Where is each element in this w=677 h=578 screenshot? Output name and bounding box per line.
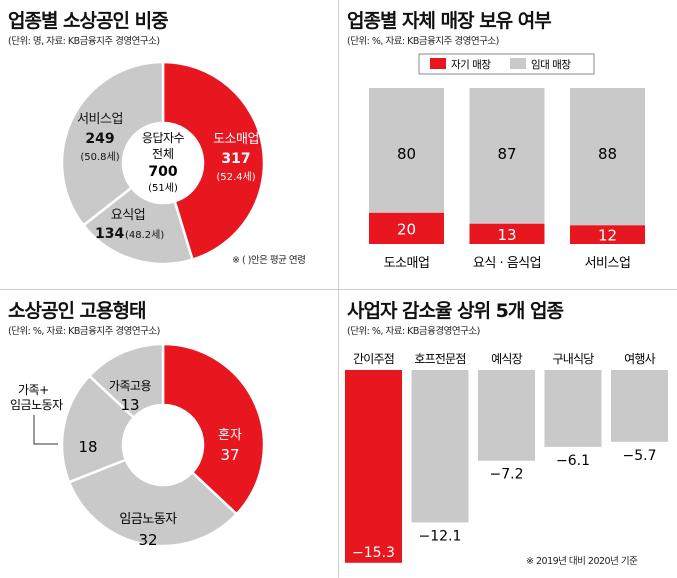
slice-value-2: 134 xyxy=(95,226,124,242)
slice-label-4: 가족고용 xyxy=(109,379,152,393)
category-label-3: 예식장 xyxy=(491,352,522,366)
center-label-respondents: 응답자수 xyxy=(142,131,185,145)
panel-title-industry-share: 업종별 소상공인 비중 xyxy=(8,10,169,32)
panel-source-business-decline: (단위: %, 자료: KB금융경영연구소) xyxy=(347,326,480,337)
bar-own-value-2: 13 xyxy=(497,226,516,244)
panel-source-store-ownership: (단위: %, 자료: KB금융지주 경영연구소) xyxy=(347,36,499,47)
horizontal-divider xyxy=(0,289,677,290)
bar-rent-value-2: 87 xyxy=(497,145,516,163)
bar-own-value-3: 12 xyxy=(598,227,617,245)
bar-chart-business-decline: 간이주점 −15.3 호프전문점 −12.1 예식장 −7.2 구내식당 −6.1 여행사 −5.… xyxy=(345,351,668,563)
legend-box xyxy=(418,53,595,75)
bar-own-2 xyxy=(469,223,545,244)
slice-value-2: 32 xyxy=(138,531,157,549)
legend-label-rent: 임대 매장 xyxy=(531,58,571,71)
slice-label-2: 요식업 xyxy=(111,208,145,223)
legend-label-own: 자기 매장 xyxy=(451,59,491,71)
note-base-year: ※ 2019년 대비 2020년 기준 xyxy=(526,556,638,567)
slice-label-1: 혼자 xyxy=(218,428,242,443)
slice-label-3: 서비스업 xyxy=(77,112,123,127)
value-label-1: −15.3 xyxy=(352,545,395,561)
category-label-5: 여행사 xyxy=(624,351,655,366)
donut-chart-industry-share: 도소매업 317 (52.4세) 요식업 134 (48.2세) 서비스업 249 (50.8세… xyxy=(60,60,266,266)
slice-value-3: 18 xyxy=(78,438,97,456)
panel-title-employment-type: 소상공인 고용형태 xyxy=(8,300,146,322)
bar-2 xyxy=(411,370,469,523)
panel-title-store-ownership: 업종별 자체 매장 보유 여부 xyxy=(347,10,552,32)
slice-wage-workers xyxy=(67,458,239,548)
bar-rent-1 xyxy=(369,88,444,213)
slice-value-1: 317 xyxy=(221,151,250,167)
bar-rent-3 xyxy=(570,88,645,226)
slice-value-1: 37 xyxy=(220,446,239,464)
panel-source-employment-type: (단위: %, 자료: KB금융지주 경영연구소) xyxy=(8,326,160,337)
legend-swatch-rent xyxy=(510,58,526,69)
panel-source-industry-share: (단위: 명, 자료: KB금융지주 경영연구소) xyxy=(8,36,160,47)
category-label-2: 요식 · 음식업 xyxy=(473,256,541,271)
slice-age-2: (48.2세) xyxy=(125,229,164,241)
value-label-2: −12.1 xyxy=(419,528,462,544)
bar-rent-value-3: 88 xyxy=(598,145,617,163)
bar-rent-2 xyxy=(469,88,545,224)
panel-title-business-decline: 사업자 감소율 상위 5개 업종 xyxy=(347,300,564,322)
slice-age-3: (50.8세) xyxy=(80,151,119,163)
value-label-3: −7.2 xyxy=(490,467,524,483)
slice-value-4: 13 xyxy=(120,396,139,414)
bar-own-value-1: 20 xyxy=(397,220,416,238)
slice-alone xyxy=(161,342,266,516)
bar-4 xyxy=(544,370,602,447)
slice-service xyxy=(60,60,165,228)
bar-own-1 xyxy=(369,212,444,244)
category-label-4: 구내식당 xyxy=(553,352,595,366)
category-label-3: 서비스업 xyxy=(585,256,631,271)
center-label-total: 전체 xyxy=(152,147,174,161)
center-value-total: 700 xyxy=(148,164,177,180)
slice-wholesale-retail xyxy=(161,60,266,262)
legend: 자기 매장 임대 매장 xyxy=(418,53,595,75)
legend-swatch-own xyxy=(430,58,446,69)
leader-line xyxy=(33,415,58,445)
slice-label-2: 임금노동자 xyxy=(119,512,177,527)
bar-1 xyxy=(345,370,402,563)
value-label-4: −6.1 xyxy=(556,453,590,469)
slice-age-1: (52.4세) xyxy=(216,171,255,183)
slice-family-employment xyxy=(87,342,165,420)
slice-value-3: 249 xyxy=(85,131,114,147)
slice-label-3-line1: 가족+ xyxy=(18,383,49,397)
bar-5 xyxy=(611,370,668,442)
slice-label-1: 도소매업 xyxy=(213,132,259,147)
value-label-5: −5.7 xyxy=(623,448,657,464)
center-age-total: (51세) xyxy=(148,182,178,194)
note-average-age: ※ ( )안은 평균 연령 xyxy=(232,255,306,266)
bar-own-3 xyxy=(570,225,645,244)
bar-3 xyxy=(478,370,535,461)
slice-label-3-line2: 임금노동자 xyxy=(10,398,63,412)
bar-rent-value-1: 80 xyxy=(397,145,416,163)
category-label-1: 도소매업 xyxy=(384,256,430,271)
stacked-bar-chart-store-ownership: 자기 매장 임대 매장 80 20 도소매업 87 13 요식 · 음식업 88 12 서비스업 xyxy=(369,53,645,271)
category-label-2: 호프전문점 xyxy=(414,352,465,366)
category-label-1: 간이주점 xyxy=(353,352,394,366)
slice-restaurant xyxy=(81,185,195,266)
